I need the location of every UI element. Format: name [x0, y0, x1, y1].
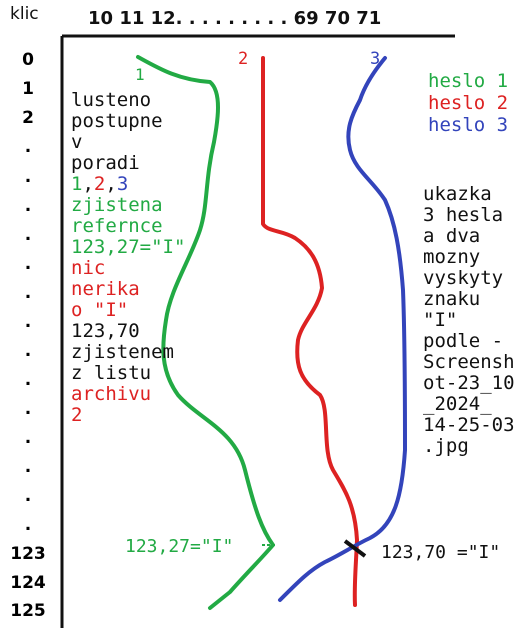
note-line: Screensh	[423, 351, 515, 373]
note-line: v	[71, 131, 83, 153]
note-line: zjistenem	[71, 341, 174, 363]
note-line: .jpg	[423, 435, 469, 457]
columns-header: 10 11 12. . . . . . . . . 69 70 71	[88, 8, 382, 29]
curve-1-number: 1	[135, 65, 145, 84]
note-line-sequence: 1,2,3	[71, 173, 129, 195]
row-label: .	[24, 341, 32, 361]
note-line: znaku	[423, 288, 481, 310]
row-label: .	[24, 486, 32, 506]
row-label: .	[24, 312, 32, 332]
note-line: ot-23_10	[423, 372, 515, 394]
note-line: a dva	[423, 225, 481, 247]
note-line: archivu	[71, 383, 152, 405]
legend-item-heslo-2: heslo 2	[428, 92, 509, 114]
curve-heslo-1	[136, 55, 275, 610]
row-label: .	[24, 225, 32, 245]
row-label: 1	[22, 79, 34, 99]
note-line: z listu	[71, 362, 152, 384]
row-label: .	[24, 254, 32, 274]
intersection-mark	[343, 539, 367, 558]
note-line: 14-25-03	[423, 414, 515, 436]
curve-2-number: 2	[238, 49, 249, 69]
green-mark-label: 123,27="I"	[125, 536, 234, 557]
note-line: o "I"	[71, 299, 129, 321]
row-label: 125	[10, 601, 46, 621]
note-line: zjistena	[71, 194, 163, 216]
note-line: 3 hesla	[423, 204, 504, 226]
row-label: .	[24, 370, 32, 390]
note-line: nic	[71, 257, 106, 279]
note-line: poradi	[71, 152, 140, 174]
note-line: ukazka	[423, 183, 492, 205]
note-line: postupne	[71, 110, 163, 132]
note-line: "I"	[423, 309, 458, 331]
curve-heslo-2	[261, 56, 359, 607]
curve-heslo-3	[278, 56, 407, 602]
note-line: lusteno	[71, 89, 152, 111]
row-label: .	[24, 167, 32, 187]
row-label: .	[24, 457, 32, 477]
row-label: 0	[22, 50, 34, 70]
row-label: .	[24, 196, 32, 216]
row-label: 2	[22, 108, 34, 128]
note-line: 123,70	[71, 320, 140, 342]
row-label: .	[24, 283, 32, 303]
row-label: .	[24, 399, 32, 419]
note-line: vyskyty	[423, 267, 504, 289]
row-label: .	[24, 515, 32, 535]
row-label: 123	[10, 544, 46, 564]
legend-item-heslo-3: heslo 3	[428, 114, 509, 136]
row-label: .	[24, 137, 32, 157]
row-label: 124	[10, 573, 46, 593]
black-mark-label: 123,70 ="I"	[381, 542, 501, 563]
curve-3-number: 3	[370, 49, 381, 69]
note-line: 123,27="I"	[71, 236, 186, 258]
legend-item-heslo-1: heslo 1	[428, 70, 509, 92]
row-label: .	[24, 428, 32, 448]
note-line: mozny	[423, 246, 481, 268]
note-line: podle -	[423, 330, 504, 352]
note-line: refernce	[71, 215, 163, 237]
note-line: 2	[71, 404, 83, 426]
note-line: _2024_	[423, 393, 492, 415]
note-line: nerika	[71, 278, 140, 300]
key-header: klic	[10, 4, 39, 24]
